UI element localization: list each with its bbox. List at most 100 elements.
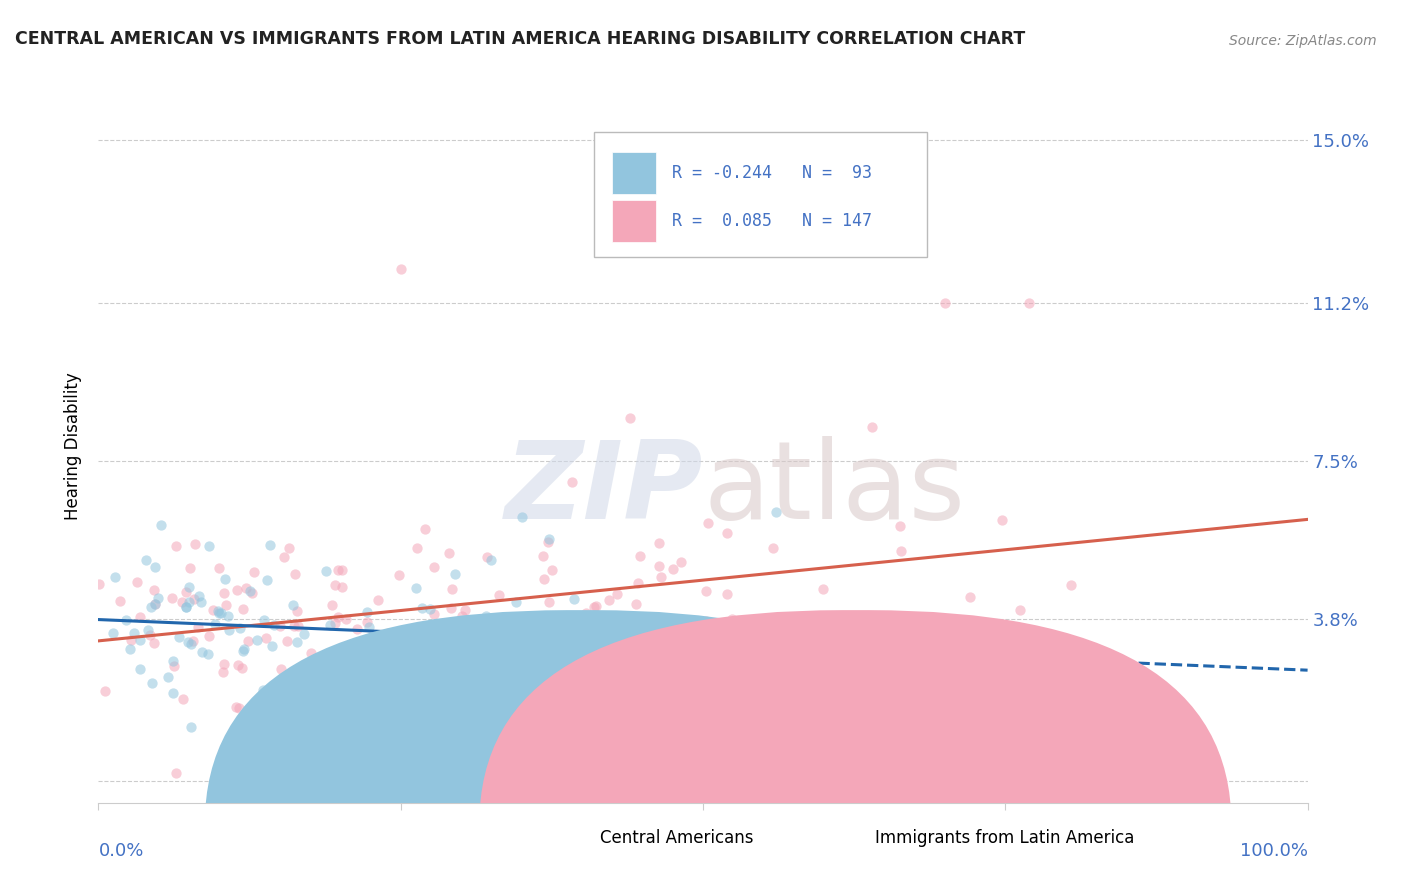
Point xyxy=(537,535,560,549)
Point xyxy=(628,549,651,563)
Point xyxy=(207,605,229,619)
Point xyxy=(156,670,179,684)
Point xyxy=(180,720,202,734)
Text: atlas: atlas xyxy=(703,436,965,541)
Point xyxy=(326,609,349,624)
Point xyxy=(143,636,166,650)
Point xyxy=(141,675,163,690)
Point xyxy=(718,638,741,652)
Point xyxy=(285,604,308,618)
Point xyxy=(167,630,190,644)
Point xyxy=(174,585,197,599)
Point xyxy=(443,566,465,581)
Point xyxy=(359,706,381,721)
Point xyxy=(510,676,533,690)
Point xyxy=(269,619,291,633)
Point xyxy=(419,602,441,616)
Point xyxy=(215,598,238,612)
Point xyxy=(457,618,479,632)
Point xyxy=(225,700,247,714)
Point xyxy=(517,653,540,667)
Point xyxy=(122,625,145,640)
Point xyxy=(212,665,235,679)
Point xyxy=(165,539,187,553)
Point xyxy=(232,602,254,616)
Point xyxy=(283,619,305,633)
Point xyxy=(198,539,221,553)
Point xyxy=(197,647,219,661)
Point xyxy=(697,516,720,530)
Point xyxy=(256,573,278,587)
Point xyxy=(143,597,166,611)
Point xyxy=(246,632,269,647)
Point xyxy=(120,641,142,656)
Point xyxy=(537,595,560,609)
Point xyxy=(94,684,117,698)
Point xyxy=(489,632,512,646)
FancyBboxPatch shape xyxy=(479,610,1232,892)
Point xyxy=(825,142,848,156)
Point xyxy=(426,656,449,670)
Point xyxy=(377,625,399,640)
Point xyxy=(626,689,648,703)
Point xyxy=(1060,578,1083,592)
Point xyxy=(129,633,152,648)
Point xyxy=(475,609,498,624)
Point xyxy=(599,724,621,739)
Point xyxy=(108,594,131,608)
Point xyxy=(252,682,274,697)
Point xyxy=(572,651,595,665)
Point xyxy=(501,632,523,647)
Point xyxy=(142,583,165,598)
Point xyxy=(585,599,607,613)
Point xyxy=(315,564,337,578)
Point xyxy=(664,658,686,673)
Point xyxy=(298,665,321,680)
Text: R = -0.244   N =  93: R = -0.244 N = 93 xyxy=(672,164,872,182)
Point xyxy=(562,592,585,607)
Point xyxy=(537,532,560,546)
Point xyxy=(101,625,124,640)
Point xyxy=(716,526,738,541)
Point xyxy=(624,597,647,611)
Point xyxy=(204,617,226,632)
FancyBboxPatch shape xyxy=(613,152,655,194)
Point xyxy=(440,582,463,596)
Point xyxy=(346,675,368,690)
Point xyxy=(356,615,378,629)
FancyBboxPatch shape xyxy=(205,610,957,892)
Point xyxy=(325,615,347,630)
Point xyxy=(561,475,583,489)
Point xyxy=(276,634,298,648)
Point xyxy=(346,622,368,636)
Point xyxy=(180,637,202,651)
Point xyxy=(921,650,943,665)
Point xyxy=(440,600,463,615)
Point xyxy=(143,597,166,611)
Point xyxy=(217,609,239,624)
Point xyxy=(162,686,184,700)
Text: Central Americans: Central Americans xyxy=(600,829,754,847)
Point xyxy=(648,559,671,574)
Text: 100.0%: 100.0% xyxy=(1240,842,1308,860)
Point xyxy=(139,628,162,642)
Point xyxy=(270,662,292,676)
Point xyxy=(558,656,581,670)
Point xyxy=(388,568,411,582)
Point xyxy=(979,702,1001,716)
Point xyxy=(546,719,568,733)
Point xyxy=(482,612,505,626)
Point xyxy=(959,630,981,644)
Point xyxy=(510,509,533,524)
Point xyxy=(406,541,429,555)
Point xyxy=(330,580,353,594)
Y-axis label: Hearing Disability: Hearing Disability xyxy=(65,372,83,520)
Point xyxy=(678,620,700,634)
Point xyxy=(212,657,235,672)
Point xyxy=(662,562,685,576)
Text: ZIP: ZIP xyxy=(505,436,703,541)
Point xyxy=(226,658,249,673)
Point xyxy=(201,603,224,617)
Point xyxy=(368,628,391,642)
Point xyxy=(411,600,433,615)
